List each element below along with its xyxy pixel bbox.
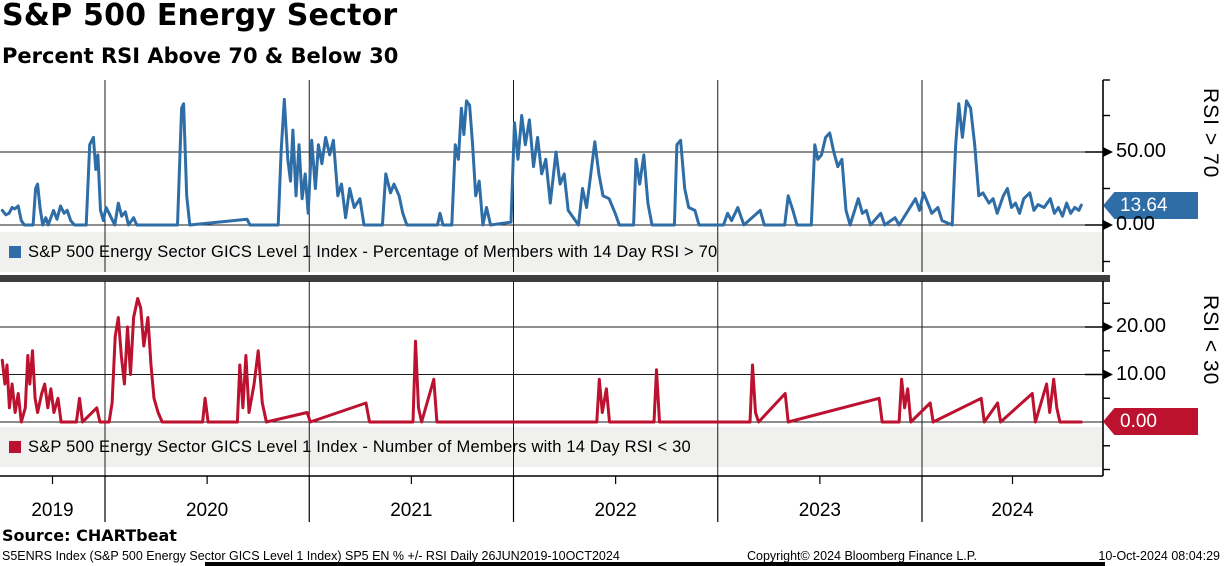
- x-axis-year-label: 2022: [594, 500, 637, 521]
- y-axis-tick-label: 50.00: [1116, 140, 1167, 162]
- page-subtitle: Percent RSI Above 70 & Below 30: [2, 44, 399, 68]
- legend-strip-bottom: [0, 427, 1103, 467]
- panel-divider: [0, 275, 1110, 282]
- page-title: S&P 500 Energy Sector: [2, 0, 398, 33]
- legend-bottom-label: S&P 500 Energy Sector GICS Level 1 Index…: [28, 437, 691, 456]
- y-axis-tick-label: 20.00: [1116, 315, 1167, 337]
- red-series-swatch-icon: [9, 441, 21, 453]
- legend-top-label: S&P 500 Energy Sector GICS Level 1 Index…: [28, 242, 718, 261]
- tick-arrow-icon: [1103, 322, 1113, 332]
- series-line-rsi_above_70: [0, 97, 1083, 227]
- legend-top: S&P 500 Energy Sector GICS Level 1 Index…: [0, 232, 1103, 272]
- x-axis-year-label: 2021: [390, 500, 433, 521]
- footer-ticker-info: S5ENRS Index (S&P 500 Energy Sector GICS…: [2, 549, 620, 563]
- axis-title-rsi-above-70: RSI > 70: [1199, 88, 1222, 179]
- series-line-rsi_below_30: [0, 297, 1083, 424]
- x-axis-year-label: 2020: [185, 500, 229, 521]
- axis-title-rsi-below-30: RSI < 30: [1199, 295, 1222, 386]
- last-value-badge-rsi-below: 0.00: [1103, 408, 1198, 435]
- x-axis-year-label: 2019: [31, 500, 74, 521]
- last-value-badge-rsi-above: 13.64: [1103, 192, 1198, 219]
- legend-bottom: S&P 500 Energy Sector GICS Level 1 Index…: [0, 427, 1103, 467]
- x-axis-year-label: 2024: [991, 500, 1034, 521]
- legend-strip-top: [0, 232, 1103, 272]
- footer-timestamp: 10-Oct-2024 08:04:29: [1098, 549, 1220, 563]
- footer-copyright: Copyright© 2024 Bloomberg Finance L.P.: [747, 549, 977, 563]
- tick-arrow-icon: [1103, 220, 1113, 230]
- bottom-edge-bar: [205, 562, 1105, 566]
- blue-series-swatch-icon: [9, 246, 21, 258]
- tick-arrow-icon: [1103, 147, 1113, 157]
- y-axis-tick-label: 10.00: [1116, 362, 1167, 385]
- x-axis-year-label: 2023: [798, 500, 842, 521]
- tick-arrow-icon: [1103, 369, 1113, 380]
- y-axis-tick-label: 0.00: [1116, 213, 1155, 235]
- source-line: Source: CHARTbeat: [2, 526, 177, 545]
